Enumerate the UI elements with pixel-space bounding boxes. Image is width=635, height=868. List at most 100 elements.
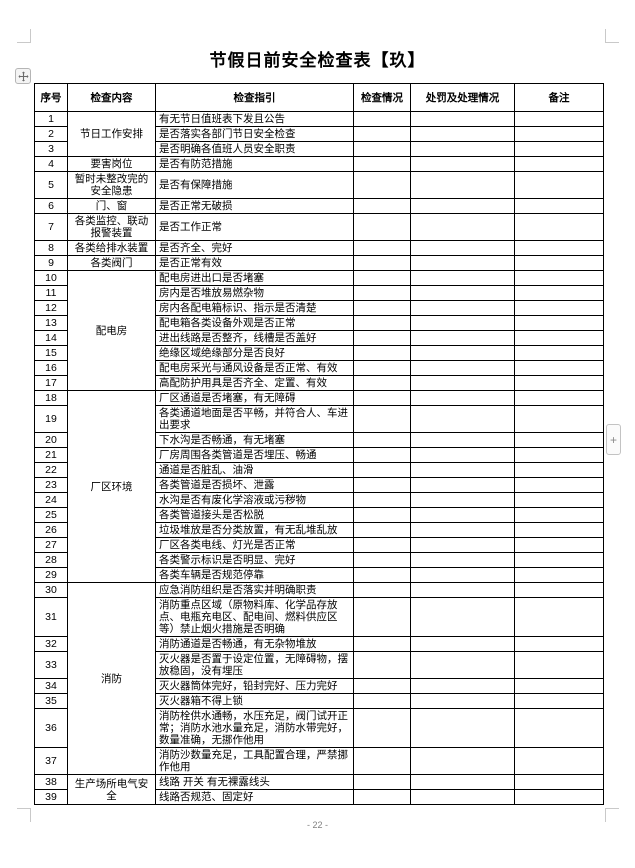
penalty-handling-cell[interactable] <box>410 345 515 361</box>
penalty-handling-cell[interactable] <box>410 156 515 172</box>
check-status-cell[interactable] <box>353 345 411 361</box>
check-status-cell[interactable] <box>353 213 411 241</box>
check-status-cell[interactable] <box>353 198 411 214</box>
remark-cell[interactable] <box>514 198 604 214</box>
remark-cell[interactable] <box>514 285 604 301</box>
check-status-cell[interactable] <box>353 693 411 709</box>
penalty-handling-cell[interactable] <box>410 522 515 538</box>
check-status-cell[interactable] <box>353 240 411 256</box>
check-status-cell[interactable] <box>353 678 411 694</box>
penalty-handling-cell[interactable] <box>410 693 515 709</box>
penalty-handling-cell[interactable] <box>410 213 515 241</box>
check-status-cell[interactable] <box>353 141 411 157</box>
check-status-cell[interactable] <box>353 507 411 523</box>
check-status-cell[interactable] <box>353 567 411 583</box>
remark-cell[interactable] <box>514 255 604 271</box>
table-move-handle[interactable] <box>15 68 31 84</box>
penalty-handling-cell[interactable] <box>410 330 515 346</box>
check-status-cell[interactable] <box>353 747 411 775</box>
remark-cell[interactable] <box>514 345 604 361</box>
remark-cell[interactable] <box>514 213 604 241</box>
remark-cell[interactable] <box>514 636 604 652</box>
penalty-handling-cell[interactable] <box>410 360 515 376</box>
remark-cell[interactable] <box>514 462 604 478</box>
remark-cell[interactable] <box>514 330 604 346</box>
remark-cell[interactable] <box>514 360 604 376</box>
penalty-handling-cell[interactable] <box>410 270 515 286</box>
remark-cell[interactable] <box>514 552 604 568</box>
check-status-cell[interactable] <box>353 270 411 286</box>
check-status-cell[interactable] <box>353 390 411 406</box>
penalty-handling-cell[interactable] <box>410 774 515 790</box>
penalty-handling-cell[interactable] <box>410 567 515 583</box>
penalty-handling-cell[interactable] <box>410 126 515 142</box>
check-status-cell[interactable] <box>353 432 411 448</box>
remark-cell[interactable] <box>514 693 604 709</box>
penalty-handling-cell[interactable] <box>410 141 515 157</box>
remark-cell[interactable] <box>514 375 604 391</box>
check-status-cell[interactable] <box>353 789 411 805</box>
remark-cell[interactable] <box>514 111 604 127</box>
penalty-handling-cell[interactable] <box>410 390 515 406</box>
check-status-cell[interactable] <box>353 552 411 568</box>
penalty-handling-cell[interactable] <box>410 597 515 637</box>
penalty-handling-cell[interactable] <box>410 255 515 271</box>
penalty-handling-cell[interactable] <box>410 198 515 214</box>
remark-cell[interactable] <box>514 300 604 316</box>
check-status-cell[interactable] <box>353 708 411 748</box>
table-add-handle[interactable]: + <box>606 424 621 455</box>
check-status-cell[interactable] <box>353 477 411 493</box>
penalty-handling-cell[interactable] <box>410 285 515 301</box>
remark-cell[interactable] <box>514 492 604 508</box>
penalty-handling-cell[interactable] <box>410 492 515 508</box>
check-status-cell[interactable] <box>353 774 411 790</box>
check-status-cell[interactable] <box>353 111 411 127</box>
remark-cell[interactable] <box>514 171 604 199</box>
remark-cell[interactable] <box>514 405 604 433</box>
check-status-cell[interactable] <box>353 360 411 376</box>
check-status-cell[interactable] <box>353 522 411 538</box>
remark-cell[interactable] <box>514 597 604 637</box>
remark-cell[interactable] <box>514 432 604 448</box>
penalty-handling-cell[interactable] <box>410 789 515 805</box>
remark-cell[interactable] <box>514 789 604 805</box>
remark-cell[interactable] <box>514 747 604 775</box>
remark-cell[interactable] <box>514 567 604 583</box>
penalty-handling-cell[interactable] <box>410 447 515 463</box>
penalty-handling-cell[interactable] <box>410 477 515 493</box>
penalty-handling-cell[interactable] <box>410 300 515 316</box>
check-status-cell[interactable] <box>353 285 411 301</box>
remark-cell[interactable] <box>514 315 604 331</box>
remark-cell[interactable] <box>514 156 604 172</box>
penalty-handling-cell[interactable] <box>410 171 515 199</box>
check-status-cell[interactable] <box>353 405 411 433</box>
penalty-handling-cell[interactable] <box>410 747 515 775</box>
remark-cell[interactable] <box>514 390 604 406</box>
remark-cell[interactable] <box>514 678 604 694</box>
remark-cell[interactable] <box>514 447 604 463</box>
check-status-cell[interactable] <box>353 582 411 598</box>
remark-cell[interactable] <box>514 708 604 748</box>
check-status-cell[interactable] <box>353 447 411 463</box>
penalty-handling-cell[interactable] <box>410 375 515 391</box>
penalty-handling-cell[interactable] <box>410 240 515 256</box>
remark-cell[interactable] <box>514 477 604 493</box>
penalty-handling-cell[interactable] <box>410 678 515 694</box>
penalty-handling-cell[interactable] <box>410 537 515 553</box>
remark-cell[interactable] <box>514 651 604 679</box>
penalty-handling-cell[interactable] <box>410 111 515 127</box>
remark-cell[interactable] <box>514 126 604 142</box>
penalty-handling-cell[interactable] <box>410 507 515 523</box>
check-status-cell[interactable] <box>353 492 411 508</box>
check-status-cell[interactable] <box>353 330 411 346</box>
check-status-cell[interactable] <box>353 255 411 271</box>
remark-cell[interactable] <box>514 774 604 790</box>
check-status-cell[interactable] <box>353 651 411 679</box>
penalty-handling-cell[interactable] <box>410 636 515 652</box>
remark-cell[interactable] <box>514 537 604 553</box>
check-status-cell[interactable] <box>353 462 411 478</box>
penalty-handling-cell[interactable] <box>410 405 515 433</box>
check-status-cell[interactable] <box>353 537 411 553</box>
penalty-handling-cell[interactable] <box>410 552 515 568</box>
check-status-cell[interactable] <box>353 300 411 316</box>
